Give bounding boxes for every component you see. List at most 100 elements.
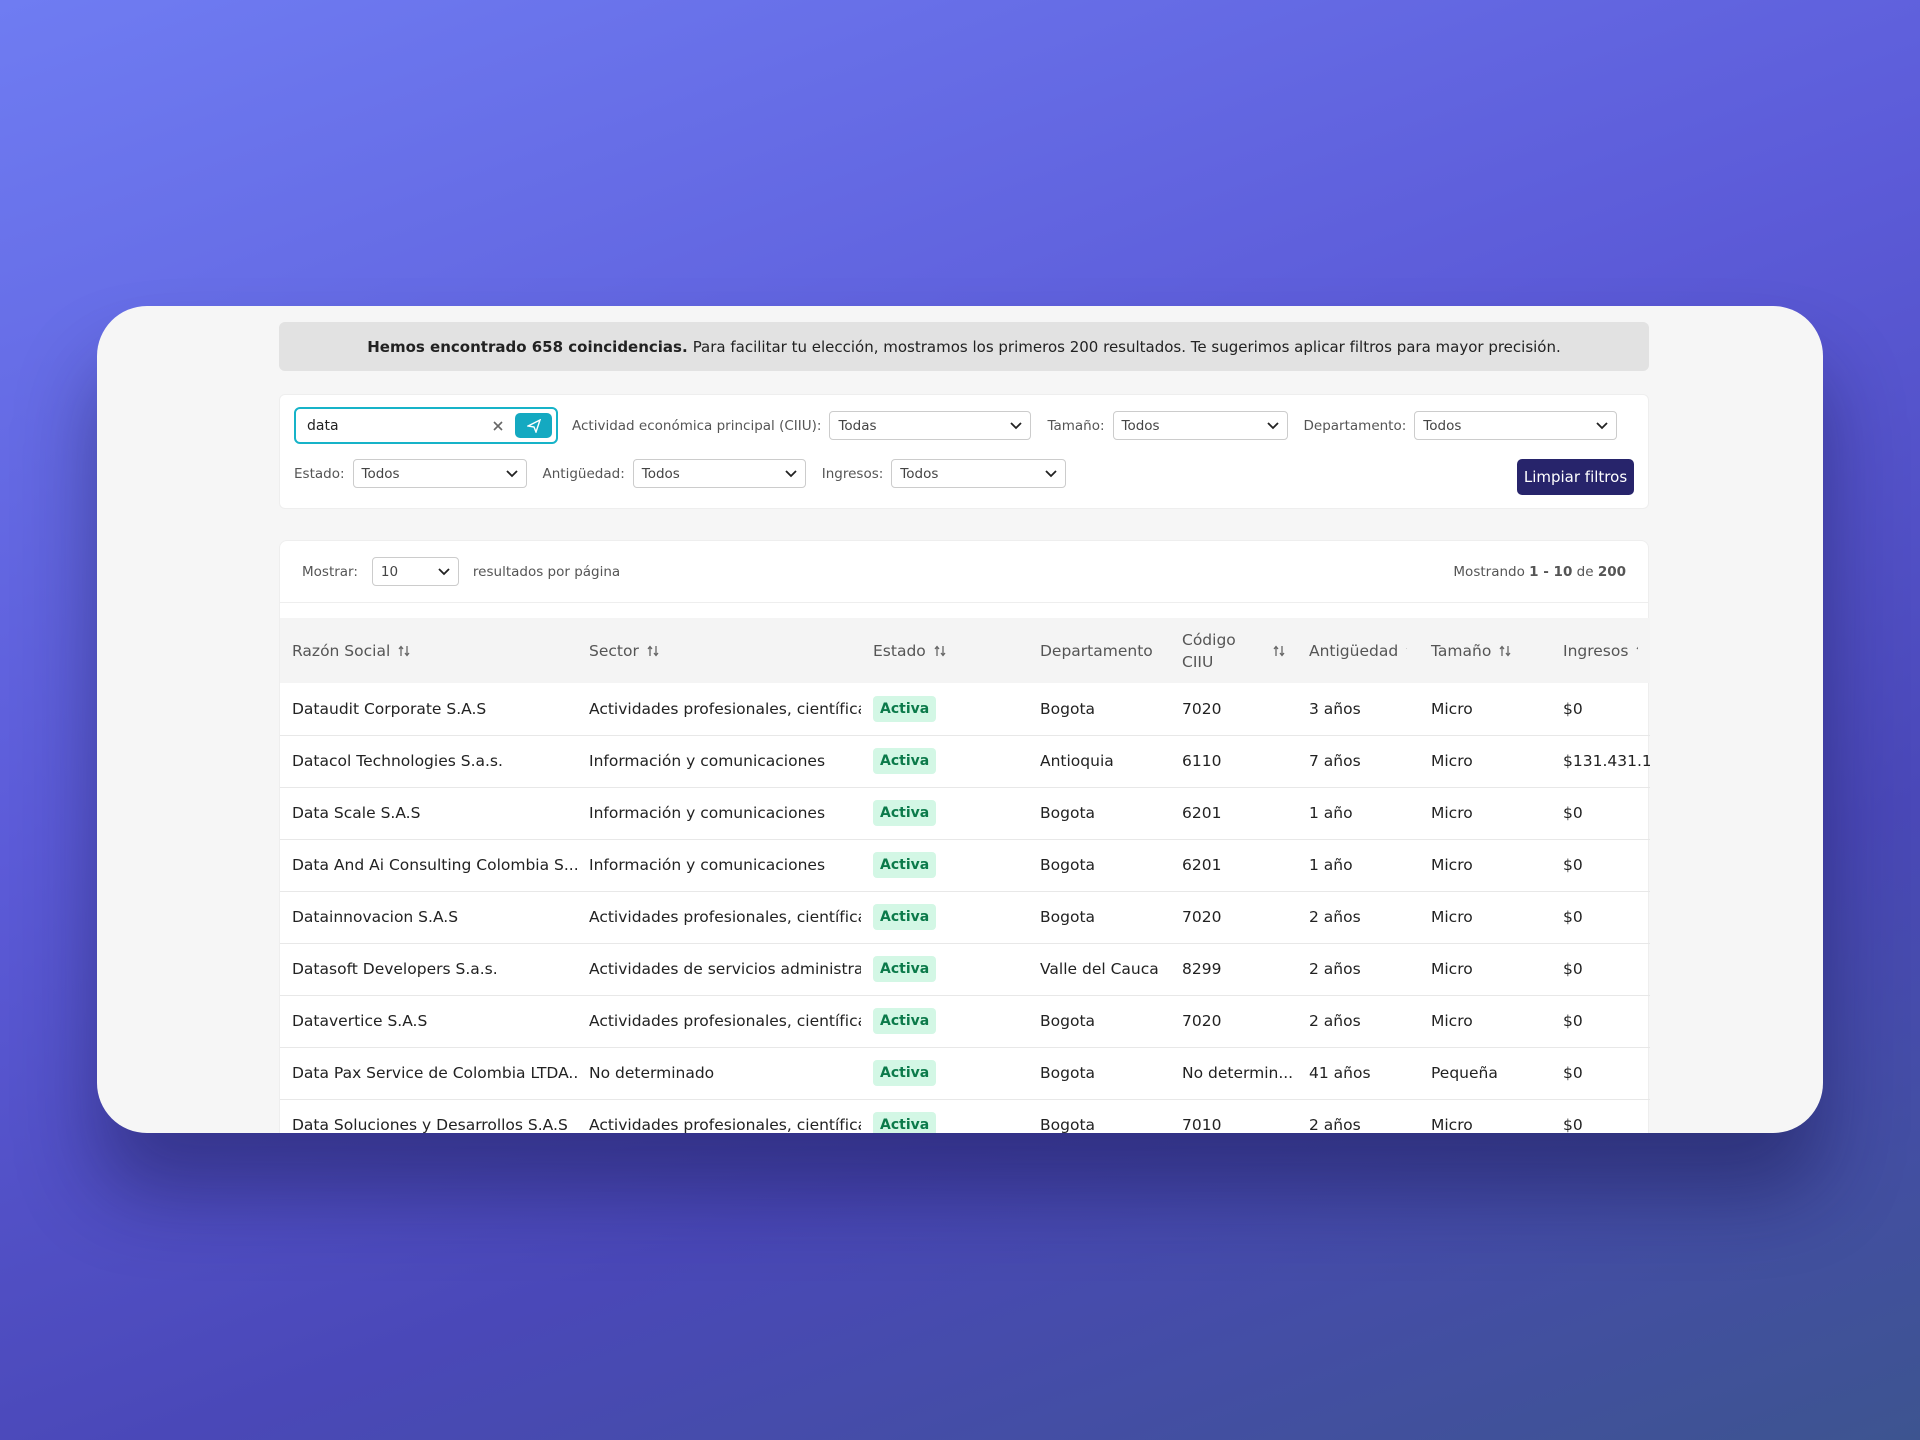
cell-text: Información y comunicaciones [589, 804, 826, 822]
cell-text: Micro [1431, 856, 1473, 874]
column-header[interactable]: Tamaño [1419, 618, 1551, 683]
chevron [505, 469, 518, 477]
cell-text: Información y comunicaciones [589, 752, 826, 770]
table-cell: Activa [861, 787, 1028, 840]
table-cell: Actividades profesionales, científica... [577, 891, 861, 944]
cell-text: $0 [1563, 1064, 1583, 1082]
column-header[interactable]: Sector [577, 618, 861, 683]
table-row: Datacol Technologies S.a.s. Información y… [280, 735, 1650, 788]
table-cell: Pequeña [1419, 1047, 1551, 1100]
page-size-select[interactable]: 10 [371, 557, 459, 586]
status-badge: Activa [873, 956, 937, 982]
page-size: 10 [380, 563, 399, 580]
clear-filters-button[interactable]: Limpiar filtros [1517, 459, 1634, 495]
cell-text: $0 [1563, 908, 1583, 926]
table-cell: Activa [861, 1047, 1028, 1100]
filter-select[interactable]: Todos [1414, 411, 1618, 440]
sort-icon[interactable] [1406, 645, 1407, 657]
column-title: Antigüedad [1309, 641, 1399, 660]
table-cell: $0 [1551, 995, 1650, 1048]
table-cell: Micro [1419, 735, 1551, 788]
showing-prefix: Mostrando [1453, 563, 1525, 580]
chevron [785, 469, 797, 477]
cell-text: $131.431.186 [1563, 752, 1650, 770]
table-cell: Actividades de servicios administrat... [577, 943, 861, 996]
filter-select[interactable]: Todos [1112, 411, 1288, 440]
card: Hemos encontrado 658 coincidencias. Para … [97, 306, 1823, 1133]
cell-text: Dataudit Corporate S.A.S [292, 699, 487, 718]
column-header[interactable]: Antigüedad [1297, 618, 1419, 683]
cell-text: 6110 [1182, 752, 1222, 770]
filter-select[interactable]: Todas [829, 411, 1032, 440]
table-cell: Data And Ai Consulting Colombia S.... [280, 839, 577, 892]
column-header[interactable]: Razón Social [280, 618, 577, 683]
cell-text: Actividades profesionales, científica... [589, 1116, 861, 1133]
column-header-content: Razón Social [292, 642, 565, 660]
column-header[interactable]: Departamento [1028, 618, 1170, 683]
cell-text: 7 años [1309, 752, 1361, 770]
cell-text: $0 [1563, 1012, 1583, 1030]
cell-text: Micro [1431, 699, 1473, 718]
sort-icon[interactable] [934, 644, 946, 657]
filter-row: Estado: Todos Antigüedad: Todos Ingresos: Tod… [294, 459, 1082, 488]
chevron-path [438, 567, 450, 575]
sort-icon[interactable] [398, 644, 410, 657]
filter-label: Departamento: [1303, 417, 1407, 434]
filter-label: Tamaño: [1047, 417, 1105, 434]
search-box[interactable]: data [294, 407, 558, 444]
sort-icon[interactable] [1499, 644, 1511, 657]
table-cell: Datainnovacion S.A.S [280, 891, 577, 944]
sort-icon[interactable] [1273, 644, 1285, 657]
sort-icon[interactable] [647, 644, 659, 657]
table-cell: Bogota [1028, 891, 1170, 944]
column-header[interactable]: Código CIIU [1170, 618, 1297, 683]
filter-select[interactable]: Todos [352, 459, 527, 488]
filter-value: Todas [838, 417, 877, 434]
table-cell: $0 [1551, 839, 1650, 892]
table-cell: 7020 [1170, 683, 1297, 736]
column-title: Ingresos [1563, 641, 1629, 660]
chevron [1045, 469, 1057, 477]
sort-icon[interactable] [1636, 645, 1638, 657]
cell-text: Información y comunicaciones [589, 856, 826, 874]
filter-value: Todos [1121, 417, 1160, 434]
filter-label: Actividad económica principal (CIIU): [572, 417, 822, 434]
table-cell: 6201 [1170, 839, 1297, 892]
cell-text: Bogota [1040, 856, 1096, 874]
table-cell: Datavertice S.A.S [280, 995, 577, 1048]
table-cell: Data Scale S.A.S [280, 787, 577, 840]
table-cell: Activa [861, 839, 1028, 892]
cell-text: $0 [1563, 699, 1583, 718]
search-button[interactable] [515, 413, 552, 438]
column-header[interactable]: Estado [861, 618, 1028, 683]
showing: Mostrando 1 - 10 de 200 [1453, 564, 1626, 580]
table-cell: 1 año [1297, 839, 1419, 892]
filter-select[interactable]: Todos [891, 459, 1067, 488]
column-title: Sector [589, 641, 639, 660]
cell-text: Actividades profesionales, científica... [589, 908, 861, 926]
table-cell: Actividades profesionales, científica... [577, 1099, 861, 1133]
chevron-path [1045, 469, 1057, 477]
cell-text: 8299 [1182, 960, 1222, 978]
cell-text: 2 años [1309, 1012, 1361, 1030]
column-title: Estado [873, 641, 926, 660]
table-cell: Micro [1419, 891, 1551, 944]
chevron-path [1266, 421, 1279, 429]
chevron-path [1010, 421, 1023, 429]
table-row: Datainnovacion S.A.S Actividades profesio… [280, 891, 1650, 944]
chevron [1266, 421, 1279, 429]
notice-bold: Hemos encontrado 658 coincidencias. [367, 337, 688, 356]
filter-select[interactable]: Todos [632, 459, 806, 488]
column-header[interactable]: Ingresos [1551, 618, 1650, 683]
show-label: Mostrar: [302, 563, 358, 580]
column-header-content: Antigüedad [1309, 642, 1407, 660]
per-page-label: resultados por página [472, 563, 621, 580]
cell-text: Actividades profesionales, científica... [589, 699, 861, 718]
table-cell: Micro [1419, 1099, 1551, 1133]
cell-text: Actividades profesionales, científica... [589, 1012, 861, 1030]
table-cell: $131.431.186 [1551, 735, 1650, 788]
clear-icon[interactable] [491, 419, 505, 433]
cell-text: Micro [1431, 804, 1473, 822]
table-cell: $0 [1551, 1047, 1650, 1100]
